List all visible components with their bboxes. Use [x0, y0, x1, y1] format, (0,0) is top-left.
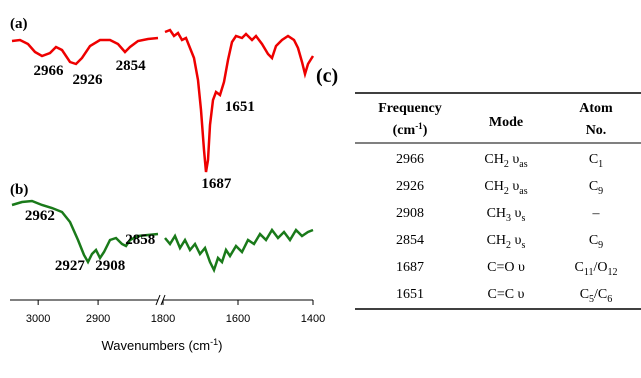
subscript: 2 — [504, 159, 509, 170]
table-cell: 2966 — [396, 152, 424, 167]
peak-label: 2858 — [125, 232, 155, 248]
subscript: 6 — [607, 294, 612, 305]
spectrum-a-right — [164, 28, 315, 173]
table-cell: C1 — [589, 152, 603, 170]
x-tick-label: 1400 — [301, 313, 325, 325]
cell-text: CH — [484, 179, 503, 194]
table-cell: C11/O12 — [575, 260, 618, 278]
subscript: s — [521, 213, 525, 224]
subscript: 3 — [506, 213, 511, 224]
cell-text: C — [575, 260, 584, 275]
subscript: 9 — [598, 240, 603, 251]
table-cell: C9 — [589, 179, 603, 197]
table-header: (cm-1) — [393, 121, 428, 138]
cell-text: υ — [509, 179, 520, 194]
table-cell: C=C υ — [487, 287, 524, 302]
cell-text: CH — [484, 152, 503, 167]
cell-text: υ — [511, 233, 522, 248]
cell-text: CH — [487, 206, 506, 221]
peak-label: 1687 — [201, 176, 232, 192]
subscript: 1 — [598, 159, 603, 170]
cell-text: C=C υ — [487, 287, 524, 302]
header-unit: (cm — [393, 123, 416, 138]
table-cell: 2908 — [396, 206, 424, 221]
table-cell: C5/C6 — [580, 287, 613, 305]
table-cell: 2926 — [396, 179, 424, 194]
panel-label: (a) — [10, 16, 28, 32]
spectrum-b-left — [11, 199, 159, 265]
table-cell: CH2 υas — [484, 179, 527, 197]
x-axis-label-text: Wavenumbers (cm — [102, 338, 211, 353]
peak-label: 1651 — [225, 99, 255, 115]
subscript: 11 — [584, 267, 594, 278]
header-sup: -1 — [415, 121, 423, 131]
table-header: Mode — [489, 115, 523, 130]
peak-label: 2926 — [73, 72, 104, 88]
panel-label: (b) — [10, 182, 28, 198]
peak-label: 2962 — [25, 208, 55, 224]
x-tick-label: 2900 — [86, 313, 110, 325]
cell-text: C — [589, 233, 598, 248]
subscript: as — [519, 159, 527, 170]
table-cell: 1651 — [396, 287, 424, 302]
table-cell: C9 — [589, 233, 603, 251]
axis-break — [155, 294, 161, 306]
spectrum-a-left — [11, 36, 159, 66]
header-end: ) — [423, 123, 428, 138]
subscript: 12 — [607, 267, 617, 278]
cell-text: υ — [509, 152, 520, 167]
table-cell: C=O υ — [487, 260, 525, 275]
cell-text: – — [592, 206, 601, 221]
subscript: s — [521, 240, 525, 251]
x-axis-label: Wavenumbers (cm-1) — [102, 337, 223, 353]
cell-text: /C — [594, 287, 607, 302]
cell-text: C — [589, 152, 598, 167]
table-cell: – — [592, 206, 601, 221]
panel-label: (c) — [316, 65, 338, 87]
peak-label: 2966 — [34, 63, 65, 79]
cell-text: C — [580, 287, 589, 302]
peak-label: 2854 — [116, 58, 147, 74]
spectrum-b-right — [164, 227, 314, 274]
cell-text: C=O υ — [487, 260, 525, 275]
table-header: Frequency — [378, 101, 442, 116]
x-axis-label-end: ) — [218, 338, 222, 353]
subscript: as — [519, 186, 527, 197]
subscript: 9 — [598, 186, 603, 197]
cell-text: CH — [487, 233, 506, 248]
subscript: 5 — [589, 294, 594, 305]
cell-text: /O — [593, 260, 607, 275]
table-header: No. — [586, 123, 607, 138]
table-header: Atom — [579, 101, 613, 116]
table-cell: 2854 — [396, 233, 424, 248]
x-tick-label: 1800 — [151, 313, 175, 325]
subscript: 2 — [506, 240, 511, 251]
peak-label: 2908 — [95, 258, 125, 274]
cell-text: υ — [511, 206, 522, 221]
x-axis-label-sup: -1 — [210, 337, 218, 347]
subscript: 2 — [504, 186, 509, 197]
table-cell: CH3 υs — [487, 206, 526, 224]
x-tick-label: 1600 — [226, 313, 250, 325]
table-cell: CH2 υs — [487, 233, 526, 251]
table-cell: 1687 — [396, 260, 424, 275]
table-cell: CH2 υas — [484, 152, 527, 170]
x-tick-label: 3000 — [26, 313, 50, 325]
cell-text: C — [589, 179, 598, 194]
peak-label: 2927 — [55, 258, 86, 274]
